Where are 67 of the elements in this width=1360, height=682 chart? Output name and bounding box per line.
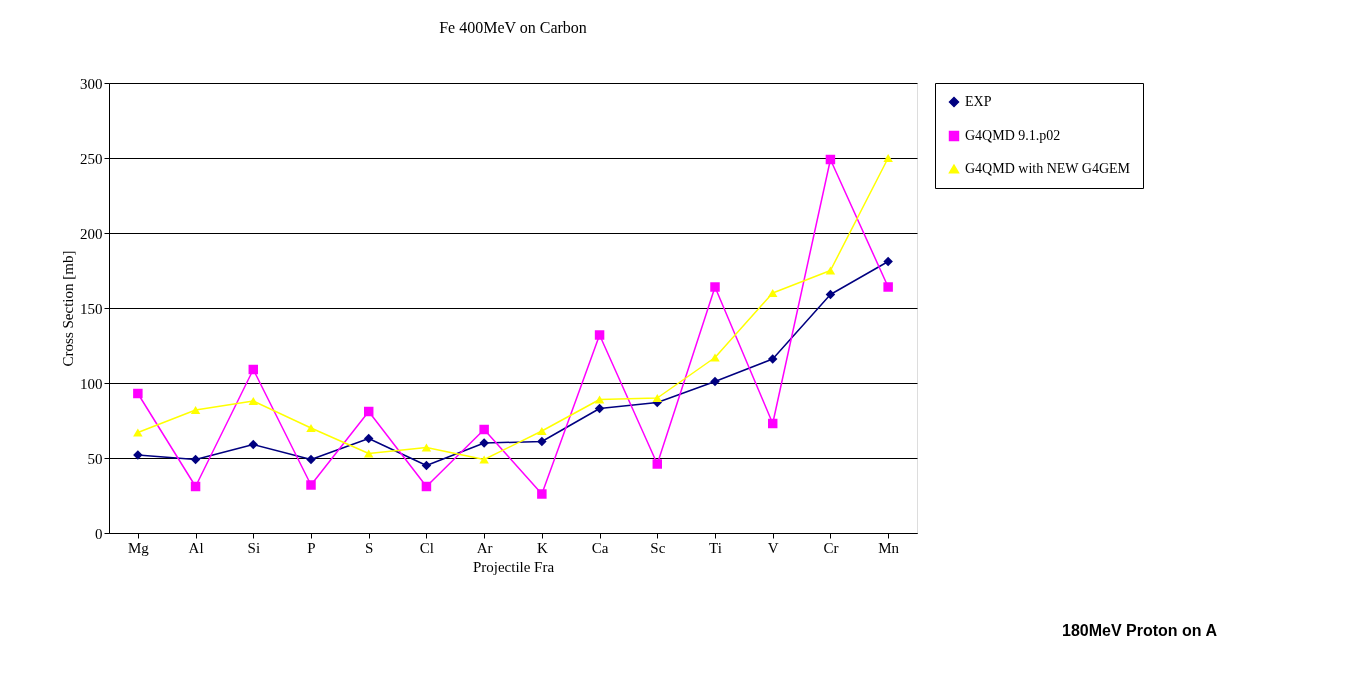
point xyxy=(479,455,489,464)
point xyxy=(883,256,893,267)
point xyxy=(421,460,432,471)
point xyxy=(883,153,893,163)
y-tick-label: 250 xyxy=(80,150,103,167)
y-tick-label: 100 xyxy=(80,375,103,392)
x-tick-label: Ti xyxy=(709,539,722,556)
point xyxy=(306,480,316,490)
point xyxy=(421,443,432,452)
point xyxy=(190,454,201,465)
point xyxy=(710,282,720,292)
text: 180MeV Proton on A xyxy=(1062,622,1218,639)
x-tick-label: K xyxy=(536,539,548,556)
y-axis-title: Cross Section [mb] xyxy=(60,250,76,367)
point xyxy=(248,364,259,375)
y-tick-label: 0 xyxy=(95,525,103,542)
x-axis-title: Projectile Fra xyxy=(472,558,555,575)
x-tick-label: Sc xyxy=(650,539,666,556)
point xyxy=(363,449,374,458)
x-tick-label: S xyxy=(365,539,374,556)
point xyxy=(133,388,143,399)
point xyxy=(190,481,201,492)
y-tick-label: 150 xyxy=(80,300,103,317)
point xyxy=(594,403,605,414)
point xyxy=(363,433,374,444)
y-tick-label: 50 xyxy=(87,450,103,467)
point xyxy=(537,426,547,436)
chart-title: Fe 400MeV on Carbon xyxy=(439,19,587,36)
point xyxy=(883,282,893,292)
point xyxy=(421,481,432,492)
point xyxy=(248,396,259,406)
point xyxy=(825,289,836,300)
x-tick-label: Mg xyxy=(127,539,150,556)
x-tick-label: Cl xyxy=(419,539,435,556)
point xyxy=(537,489,547,499)
legend-label: EXP xyxy=(965,94,992,109)
point xyxy=(767,354,778,364)
point xyxy=(710,353,720,362)
y-tick-label: 200 xyxy=(80,225,103,242)
point xyxy=(306,423,316,433)
point xyxy=(652,459,663,469)
x-tick-label: Al xyxy=(188,539,204,556)
legend-label: G4QMD 9.1.p02 xyxy=(965,128,1061,143)
point xyxy=(479,424,489,435)
x-tick-label: P xyxy=(307,539,316,556)
x-tick-label: Si xyxy=(247,539,261,556)
point xyxy=(537,436,547,447)
point xyxy=(652,393,663,403)
x-tick-label: Cr xyxy=(823,539,839,556)
point xyxy=(363,406,374,417)
x-tick-label: Ca xyxy=(591,539,609,556)
point xyxy=(825,266,836,275)
point xyxy=(306,454,316,465)
x-tick-label: Ar xyxy=(476,539,493,556)
x-tick-label: V xyxy=(767,539,779,556)
y-tick-label: 300 xyxy=(80,75,103,92)
point xyxy=(133,428,143,437)
point xyxy=(767,418,778,429)
legend-label: G4QMD with NEW G4GEM xyxy=(965,161,1131,176)
point xyxy=(248,439,259,450)
point xyxy=(190,405,201,415)
point xyxy=(767,288,778,298)
point xyxy=(710,376,720,387)
point xyxy=(825,154,836,165)
x-tick-label: Mn xyxy=(878,539,900,556)
point xyxy=(594,330,605,340)
point xyxy=(594,395,605,404)
